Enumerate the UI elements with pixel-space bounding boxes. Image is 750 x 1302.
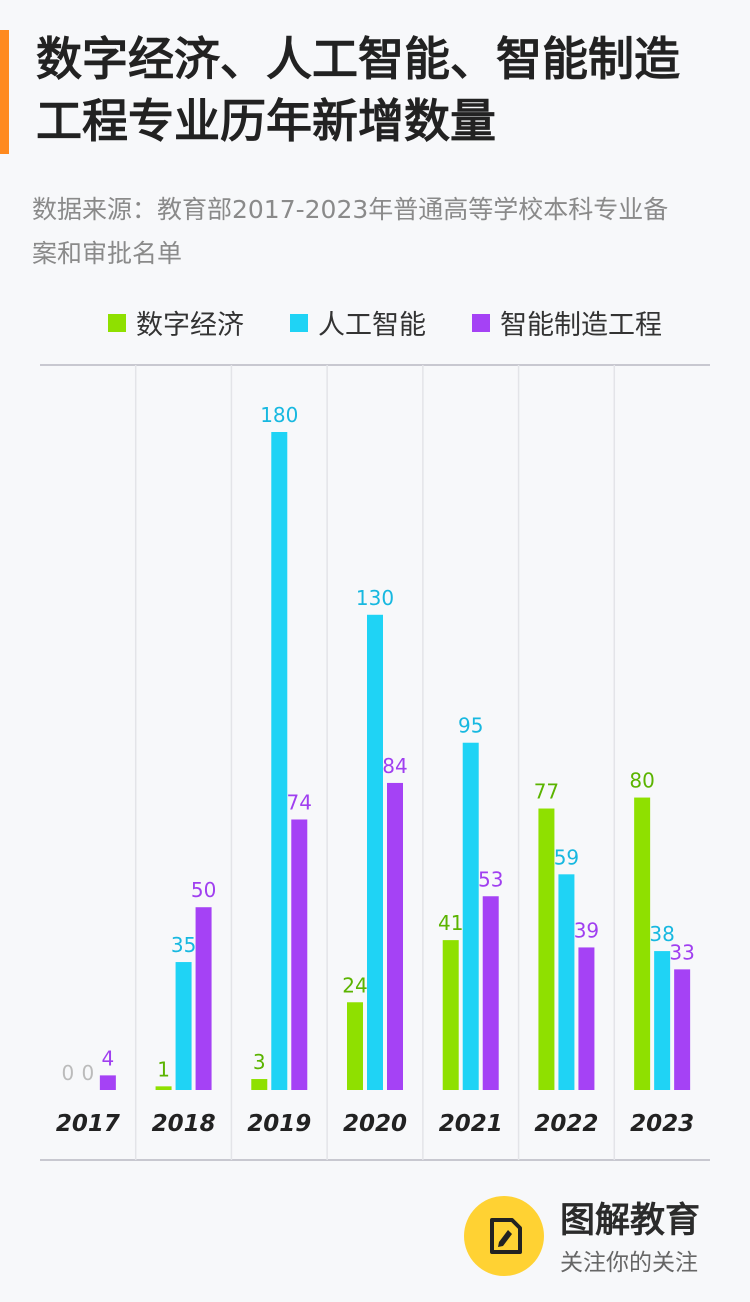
x-tick-label-2020: 2020	[343, 1111, 407, 1137]
data-label-intelligent-manufacturing-2021: 53	[478, 867, 503, 891]
x-tick-label-2017: 2017	[56, 1111, 120, 1137]
bar-digital-economy-2020	[347, 1002, 363, 1090]
legend-label: 数字经济	[136, 310, 244, 341]
data-label-digital-economy-2022: 77	[534, 780, 559, 804]
data-source-note: 数据来源：教育部2017-2023年普通高等学校本科专业备 案和审批名单	[32, 188, 712, 276]
bar-intelligent-manufacturing-2020	[387, 782, 403, 1090]
bar-digital-economy-2018	[155, 1086, 172, 1090]
x-tick-label-2023: 2023	[630, 1111, 694, 1137]
title-line-1: 数字经济、人工智能、智能制造	[36, 32, 680, 86]
brand-name: 图解教育	[560, 1201, 701, 1241]
bar-ai-2018	[175, 962, 192, 1090]
x-tick-label-2019: 2019	[247, 1111, 311, 1137]
data-label-ai-2023: 38	[649, 922, 674, 946]
bar-ai-2019	[271, 432, 288, 1090]
data-label-digital-economy-2017: 0	[61, 1061, 74, 1085]
x-tick-label-2021: 2021	[439, 1111, 503, 1137]
data-label-digital-economy-2019: 3	[253, 1050, 266, 1074]
bar-intelligent-manufacturing-2021	[482, 896, 499, 1090]
data-label-ai-2018: 35	[171, 933, 196, 957]
bar-ai-2020	[367, 614, 383, 1090]
data-label-ai-2022: 59	[554, 845, 579, 869]
legend-swatch-intelligent-manufacturing	[472, 313, 490, 332]
x-tick-label-2018: 2018	[152, 1111, 216, 1137]
document-edit-icon	[464, 1196, 544, 1276]
chart-legend: 数字经济 人工智能 智能制造工程	[108, 303, 662, 342]
bar-digital-economy-2019	[251, 1079, 268, 1090]
data-label-intelligent-manufacturing-2017: 4	[101, 1046, 114, 1070]
data-label-ai-2017: 0	[81, 1061, 94, 1085]
bar-intelligent-manufacturing-2017	[99, 1075, 116, 1090]
bar-digital-economy-2021	[442, 940, 459, 1090]
data-label-intelligent-manufacturing-2023: 33	[669, 940, 694, 964]
data-label-intelligent-manufacturing-2019: 74	[287, 790, 312, 814]
legend-item-digital-economy: 数字经济	[108, 303, 244, 342]
data-label-digital-economy-2018: 1	[157, 1057, 170, 1081]
data-label-digital-economy-2020: 24	[342, 973, 367, 997]
source-line-1: 数据来源：教育部2017-2023年普通高等学校本科专业备	[32, 195, 669, 224]
bar-digital-economy-2023	[634, 797, 651, 1090]
legend-label: 智能制造工程	[500, 310, 662, 341]
brand-slogan: 关注你的关注	[560, 1250, 698, 1276]
data-label-intelligent-manufacturing-2018: 50	[191, 878, 216, 902]
data-label-intelligent-manufacturing-2022: 39	[574, 918, 599, 942]
bar-ai-2021	[462, 742, 479, 1090]
legend-label: 人工智能	[318, 310, 426, 341]
bar-intelligent-manufacturing-2019	[291, 819, 308, 1090]
bar-digital-economy-2022	[538, 808, 555, 1090]
legend-swatch-digital-economy	[108, 313, 126, 332]
legend-item-ai: 人工智能	[290, 303, 426, 342]
data-label-ai-2020: 130	[356, 586, 394, 610]
bar-intelligent-manufacturing-2023	[674, 969, 691, 1090]
data-label-ai-2021: 95	[458, 714, 483, 738]
title-line-2: 工程专业历年新增数量	[36, 94, 496, 148]
bar-intelligent-manufacturing-2022	[578, 947, 595, 1090]
data-label-digital-economy-2021: 41	[438, 911, 463, 935]
bar-ai-2023	[654, 951, 671, 1090]
legend-swatch-ai	[290, 313, 308, 332]
title-accent-bar	[0, 30, 9, 154]
bar-intelligent-manufacturing-2018	[195, 907, 212, 1090]
x-tick-label-2022: 2022	[534, 1111, 598, 1137]
data-label-digital-economy-2023: 80	[629, 769, 654, 793]
data-label-ai-2019: 180	[260, 403, 298, 427]
data-label-intelligent-manufacturing-2020: 84	[382, 754, 407, 778]
source-line-2: 案和审批名单	[32, 239, 183, 268]
legend-item-intelligent-manufacturing: 智能制造工程	[472, 303, 662, 342]
bar-ai-2022	[558, 874, 575, 1090]
page-title: 数字经济、人工智能、智能制造 工程专业历年新增数量	[36, 28, 736, 152]
